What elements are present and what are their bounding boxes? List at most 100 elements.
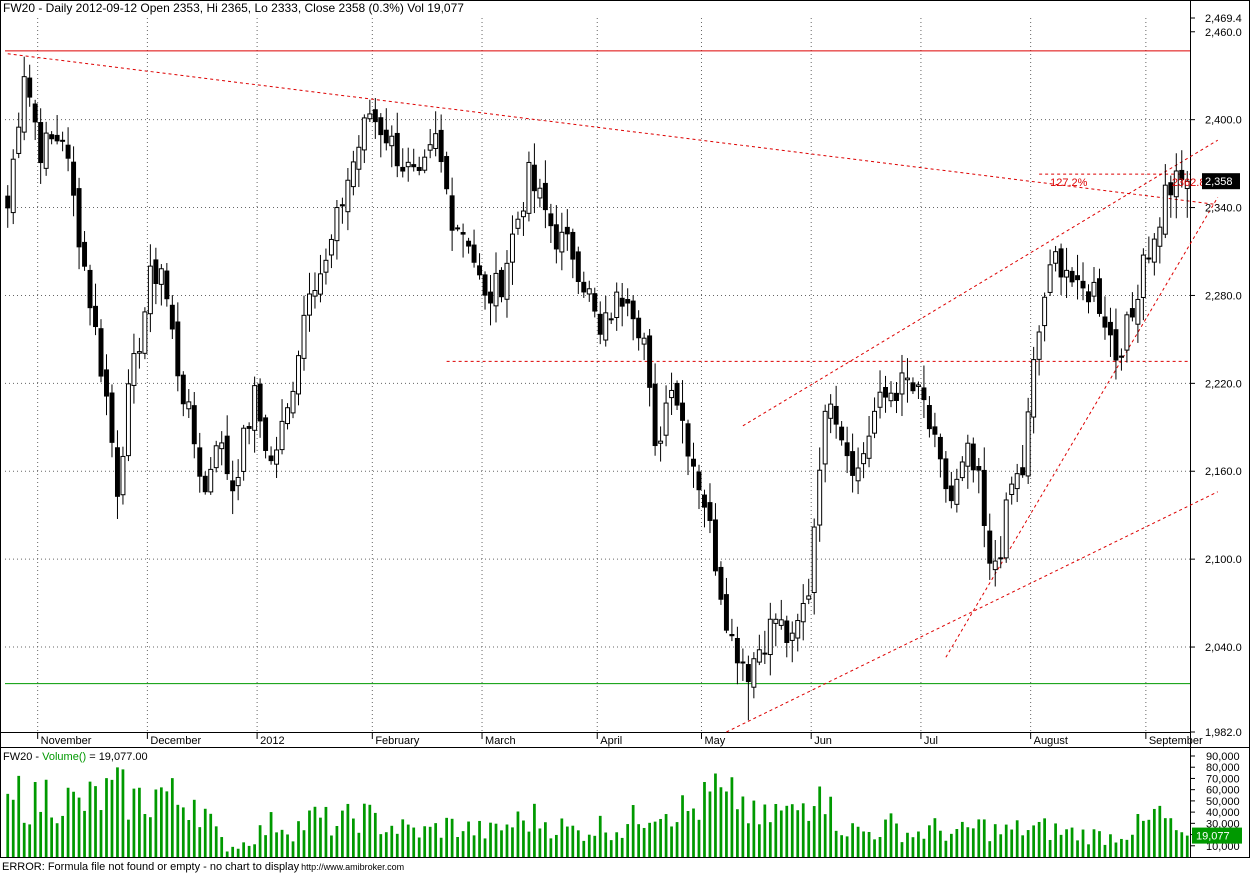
candle-body — [230, 480, 236, 492]
candle-body — [696, 471, 702, 491]
candle-body — [712, 519, 718, 572]
candle-body — [509, 233, 515, 263]
candle-body — [482, 274, 488, 296]
candle-body — [169, 304, 175, 330]
candle-body — [82, 241, 88, 267]
volume-tick-label: 40,000 — [1206, 807, 1240, 819]
month-label: November — [41, 735, 92, 747]
candle-body — [263, 417, 269, 451]
candle-body — [1129, 308, 1135, 318]
candle-body — [493, 272, 499, 307]
candle-body — [515, 218, 521, 229]
month-label: March — [485, 735, 516, 747]
candle-body — [87, 269, 93, 309]
candle-body — [323, 259, 329, 273]
candle-body — [460, 232, 466, 235]
candle-body — [455, 227, 461, 230]
candle-body — [702, 494, 707, 508]
candle-body — [241, 427, 247, 472]
price-tick-label: 2,040.0 — [1205, 642, 1242, 654]
candle-body — [1151, 238, 1157, 263]
candle-body — [970, 443, 976, 471]
candle-body — [208, 468, 214, 493]
candle-body — [186, 401, 192, 410]
candle-body — [663, 402, 669, 436]
volume-tick-label: 50,000 — [1206, 796, 1240, 808]
candle-body — [1184, 180, 1190, 190]
candle-body — [1107, 321, 1113, 336]
candle-body — [1157, 226, 1163, 247]
candle-body — [125, 383, 131, 457]
candle-body — [965, 442, 971, 467]
month-label: May — [704, 735, 725, 747]
candle-body — [1047, 264, 1053, 293]
candle-body — [614, 291, 620, 319]
candle-body — [740, 661, 746, 664]
candle-body — [762, 652, 768, 655]
candle-body — [1042, 296, 1048, 327]
candle-body — [625, 298, 631, 304]
candle-body — [1058, 248, 1064, 278]
candle-body — [307, 293, 312, 316]
candle-body — [531, 164, 537, 192]
candle-body — [191, 405, 197, 445]
candle-body — [213, 445, 219, 469]
candle-body — [252, 385, 258, 431]
candle-body — [279, 420, 285, 451]
candle-body — [520, 210, 526, 218]
candle-body — [339, 204, 345, 207]
month-label: Jun — [814, 735, 832, 747]
candle-body — [844, 442, 850, 457]
candle-body — [5, 195, 11, 209]
candle-body — [400, 166, 406, 172]
candle-body — [296, 355, 301, 395]
candle-body — [861, 453, 867, 465]
candle-body — [828, 403, 834, 419]
candle-body — [575, 251, 581, 282]
status-url[interactable]: http://www.amibroker.com — [301, 862, 405, 872]
candle-body — [789, 632, 795, 641]
candle-body — [1091, 281, 1097, 297]
volume-tick-label: 30,000 — [1206, 818, 1240, 830]
candle-body — [1014, 473, 1020, 490]
candle-body — [131, 353, 137, 386]
month-label: Jul — [924, 735, 938, 747]
candle-body — [526, 161, 532, 214]
candle-body — [981, 469, 987, 526]
candle-body — [806, 595, 812, 600]
candle-body — [1031, 359, 1037, 418]
candle-body — [899, 372, 905, 395]
candle-body — [1086, 291, 1091, 303]
candle-body — [943, 458, 949, 490]
candle-body — [1168, 182, 1174, 196]
candle-body — [751, 658, 757, 688]
candle-body — [1003, 499, 1009, 559]
trendline — [726, 491, 1218, 733]
candle-body — [652, 383, 658, 447]
candle-body — [120, 455, 126, 496]
volume-header-prefix: FW20 - — [3, 751, 43, 763]
candle-body — [334, 207, 340, 242]
candle-body — [921, 387, 927, 401]
candle-body — [372, 109, 378, 123]
candle-body — [1009, 483, 1015, 495]
candle-body — [1162, 184, 1168, 235]
candle-body — [894, 392, 899, 401]
candle-body — [416, 166, 422, 171]
candle-body — [866, 435, 872, 459]
candle-body — [1025, 411, 1031, 477]
price-tick-label: 2,400.0 — [1205, 115, 1242, 127]
candle-body — [542, 182, 548, 211]
candle-body — [54, 134, 60, 142]
month-label: 2012 — [260, 735, 284, 747]
candle-body — [422, 156, 428, 171]
candle-body — [1036, 331, 1042, 360]
volume-tick-label: 10,000 — [1206, 841, 1240, 853]
candle-body — [1113, 329, 1119, 361]
candle-body — [937, 436, 943, 460]
candle-body — [153, 259, 159, 284]
candle-body — [586, 288, 592, 295]
candle-body — [1118, 355, 1124, 358]
